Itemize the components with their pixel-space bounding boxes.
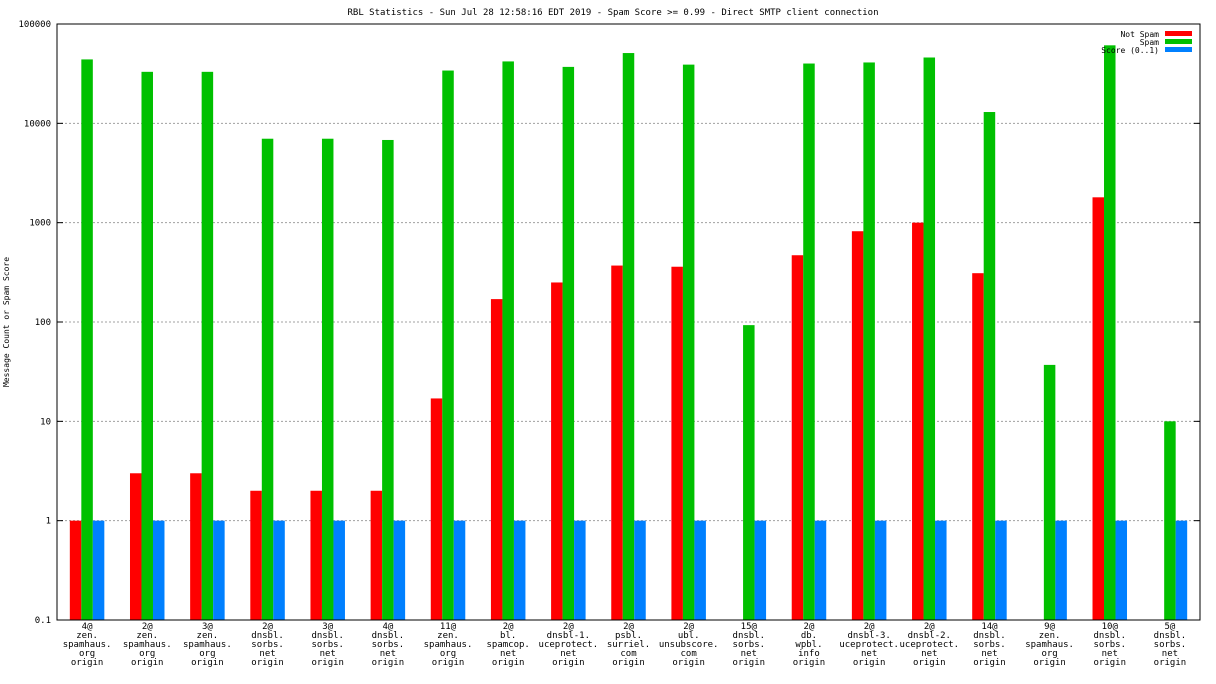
chart-title: RBL Statistics - Sun Jul 28 12:58:16 EDT…	[347, 8, 878, 18]
x-tick-label: 10@ dnsbl. sorbs. net origin	[1094, 622, 1127, 668]
bar-spam	[923, 57, 936, 620]
x-tick-label: 2@ dnsbl-2. uceprotect. net origin	[899, 622, 959, 668]
bar-score-0-1	[333, 520, 345, 620]
bar-spam	[682, 64, 695, 621]
x-tick-label: 2@ zen. spamhaus. org origin	[123, 622, 172, 668]
x-tick-label: 2@ ubl. unsubscore. com origin	[659, 622, 719, 668]
legend-label: Score (0..1)	[1101, 46, 1159, 55]
bar-score-0-1	[273, 520, 285, 620]
bar-spam	[141, 71, 153, 620]
x-tick-label: 2@ bl. spamcop. net origin	[487, 622, 530, 668]
bar-not-spam	[1092, 197, 1105, 620]
bar-not-spam	[370, 490, 383, 620]
bar-spam	[321, 138, 334, 620]
bar-score-0-1	[995, 520, 1007, 620]
bar-not-spam	[69, 520, 82, 620]
bar-not-spam	[611, 265, 623, 620]
x-tick-label: 4@ dnsbl. sorbs. net origin	[372, 622, 405, 668]
x-tick-label: 2@ dnsbl-1. uceprotect. net origin	[539, 622, 599, 668]
bar-not-spam	[972, 273, 984, 620]
x-tick-label: 3@ zen. spamhaus. org origin	[183, 622, 232, 668]
y-tick-label: 100	[35, 318, 51, 328]
y-tick-label: 1	[46, 517, 51, 527]
x-tick-label: 5@ dnsbl. sorbs. net origin	[1154, 622, 1187, 668]
legend-label: Spam	[1140, 38, 1159, 47]
bar-spam	[1043, 364, 1056, 620]
x-tick-label: 2@ db. wpbl. info origin	[793, 622, 826, 668]
bar-spam	[81, 59, 93, 620]
y-tick-label: 10000	[24, 119, 51, 129]
x-tick-label: 15@ dnsbl. sorbs. net origin	[733, 622, 766, 668]
bar-spam	[382, 139, 394, 621]
bar-score-0-1	[453, 520, 466, 620]
x-tick-label: 2@ dnsbl-3. uceprotect. net origin	[839, 622, 899, 668]
bar-score-0-1	[814, 520, 827, 620]
bar-score-0-1	[574, 520, 586, 620]
bar-not-spam	[551, 282, 563, 620]
legend-swatch	[1165, 31, 1192, 36]
legend-swatch	[1165, 39, 1192, 44]
bar-spam	[442, 70, 454, 620]
bar-score-0-1	[152, 520, 165, 620]
y-tick-label: 100000	[18, 20, 51, 30]
bar-score-0-1	[513, 520, 526, 620]
bar-spam	[1104, 45, 1116, 620]
bars	[69, 45, 1188, 621]
bar-not-spam	[671, 266, 683, 620]
bar-score-0-1	[694, 520, 706, 620]
bar-not-spam	[490, 299, 503, 620]
bar-not-spam	[851, 231, 864, 620]
bar-spam	[261, 138, 274, 620]
x-tick-label: 14@ dnsbl. sorbs. net origin	[973, 622, 1006, 668]
bar-score-0-1	[874, 520, 887, 620]
bar-not-spam	[250, 490, 262, 620]
bar-score-0-1	[1055, 520, 1067, 620]
y-tick-labels: 0.1 1 10 100 1000 10000 100000	[18, 20, 51, 626]
x-tick-label: 4@ zen. spamhaus. org origin	[63, 622, 112, 668]
bar-spam	[743, 325, 755, 620]
x-tick-label: 11@ zen. spamhaus. org origin	[424, 622, 473, 668]
bar-not-spam	[310, 490, 322, 620]
bar-spam	[622, 53, 635, 620]
x-tick-label: 2@ psbl. surriel. com origin	[607, 622, 650, 668]
bar-spam	[502, 61, 514, 621]
bar-not-spam	[129, 473, 142, 620]
bar-score-0-1	[213, 520, 225, 620]
x-tick-label: 3@ dnsbl. sorbs. net origin	[311, 622, 344, 668]
bar-score-0-1	[634, 520, 646, 620]
bar-not-spam	[791, 255, 804, 620]
legend-label: Not Spam	[1120, 30, 1159, 39]
bar-spam	[1164, 421, 1176, 620]
y-tick-label: 10	[40, 417, 51, 427]
bar-spam	[201, 71, 214, 620]
bar-not-spam	[430, 398, 443, 620]
bar-spam	[983, 112, 996, 621]
y-tick-label: 0.1	[35, 616, 51, 626]
bar-score-0-1	[393, 520, 406, 620]
x-tick-label: 9@ zen. spamhaus. org origin	[1025, 622, 1074, 668]
y-axis-label: Message Count or Spam Score	[2, 257, 11, 387]
bar-not-spam	[912, 222, 924, 620]
bar-spam	[562, 66, 575, 620]
bar-not-spam	[190, 473, 202, 620]
plot-frame	[56, 23, 1201, 621]
bar-spam	[803, 63, 815, 621]
y-tick-label: 1000	[29, 219, 51, 229]
bar-score-0-1	[1175, 520, 1188, 620]
bar-score-0-1	[1115, 520, 1128, 620]
bar-spam	[863, 62, 875, 620]
bar-score-0-1	[754, 520, 767, 620]
x-tick-label: 2@ dnsbl. sorbs. net origin	[251, 622, 284, 668]
bar-score-0-1	[92, 520, 105, 620]
legend-swatch	[1165, 47, 1192, 52]
bar-score-0-1	[935, 520, 947, 620]
